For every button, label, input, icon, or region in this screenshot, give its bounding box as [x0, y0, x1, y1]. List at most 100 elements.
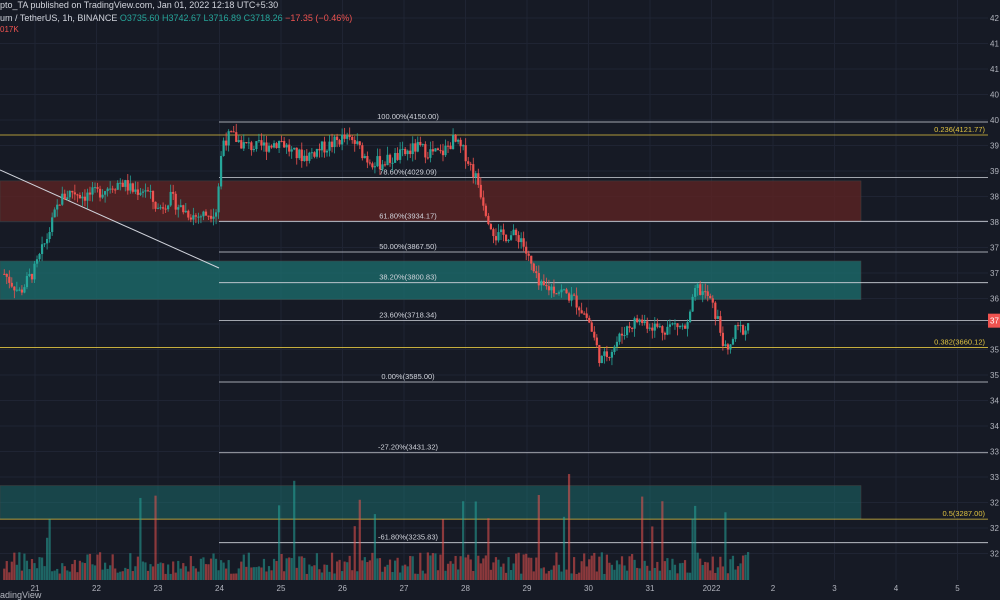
candle-body [393, 152, 397, 163]
volume-bar [272, 558, 276, 582]
candle-body [714, 302, 717, 319]
volume-bar [608, 562, 611, 582]
volume-bar [744, 554, 747, 582]
volume-bar [557, 564, 561, 582]
volume-bar [146, 570, 150, 582]
candle-body [653, 323, 656, 331]
brand-label: adingView [0, 590, 42, 600]
volume-bar [187, 571, 190, 582]
volume-bar [736, 566, 740, 582]
candle-body [353, 140, 356, 144]
volume-bar [648, 570, 651, 582]
volume-bar [53, 570, 56, 582]
volume-bar [318, 569, 321, 582]
candle-body [217, 186, 220, 213]
volume-bar [151, 566, 155, 582]
candle-body [704, 291, 707, 293]
candle-body [467, 161, 470, 164]
candle-body [124, 180, 127, 187]
volume-bar [33, 563, 36, 582]
candle-body [409, 150, 412, 155]
candle-body [15, 289, 18, 291]
candle-body [320, 141, 324, 151]
volume-bar [250, 567, 253, 582]
volume-bar [426, 552, 429, 582]
volume-bar [182, 563, 185, 582]
candle-body [509, 235, 513, 240]
volume-bar [338, 559, 341, 582]
volume-bar [731, 555, 735, 582]
volume-bar [605, 554, 608, 582]
candle-body [313, 152, 316, 157]
volume-bar [671, 558, 674, 582]
candle-body [658, 326, 661, 328]
candle-body [56, 204, 59, 210]
candle-body [28, 273, 31, 277]
volume-bar [522, 554, 525, 582]
candle-body [479, 184, 482, 198]
fib-label: -61.80%(3235.83) [378, 533, 439, 542]
y-tick-label: 41 [990, 40, 999, 49]
volume-bar [457, 569, 460, 582]
candle-body [378, 156, 382, 170]
volume-bar [487, 518, 490, 582]
candle-body [325, 150, 329, 153]
candle-body [484, 205, 487, 216]
volume-bar [174, 572, 177, 582]
candle-body [373, 166, 377, 168]
volume-bar [51, 571, 54, 582]
volume-bar [656, 561, 659, 582]
volume-bar [378, 558, 382, 582]
candle-body [134, 189, 137, 192]
volume-bar [547, 571, 550, 582]
volume-bar [472, 571, 475, 582]
volume-bar [159, 562, 162, 582]
candle-body [5, 273, 8, 277]
volume-bar [126, 568, 129, 582]
volume-bar [552, 565, 556, 582]
yellow-label: 0.382(3660.12) [934, 337, 985, 346]
candle-body [149, 190, 152, 192]
zone-supply [0, 180, 862, 222]
volume-bar [28, 569, 31, 582]
volume-bar [23, 553, 26, 582]
candle-body [451, 134, 455, 150]
candle-body [8, 276, 11, 283]
volume-bar [706, 562, 709, 582]
candle-body [86, 192, 89, 201]
candle-body [68, 190, 71, 198]
volume-bar [462, 501, 465, 582]
volume-bar [225, 568, 228, 582]
volume-bar [711, 556, 714, 582]
change-value: −17.35 (−0.46%) [285, 13, 353, 23]
volume-bar [48, 519, 51, 582]
volume-bar [38, 557, 41, 582]
volume-bar [43, 566, 46, 582]
trend-line [0, 169, 220, 269]
candle-body [731, 339, 735, 345]
candle-body [25, 276, 29, 288]
candle-body [540, 281, 543, 286]
candle-body [172, 191, 175, 194]
candle-body [701, 291, 704, 295]
candle-body [146, 190, 150, 192]
volume-bar [25, 560, 29, 582]
volume-bar [346, 562, 349, 582]
fib-label: 23.60%(3718.34) [379, 311, 437, 320]
volume-bar [167, 564, 170, 582]
volume-bar [701, 564, 704, 582]
fib-label: 100.00%(4150.00) [377, 112, 439, 121]
trendline [0, 169, 220, 269]
candle-body [300, 149, 303, 162]
candle-body [436, 148, 440, 151]
candle-body [578, 307, 581, 311]
candle-body [444, 145, 447, 156]
candle-body [404, 148, 407, 155]
volume-bar [280, 553, 283, 582]
high-value: H3742.67 [161, 13, 202, 23]
candle-body [636, 318, 639, 323]
volume-bar [509, 570, 513, 582]
candle-body [93, 187, 97, 189]
